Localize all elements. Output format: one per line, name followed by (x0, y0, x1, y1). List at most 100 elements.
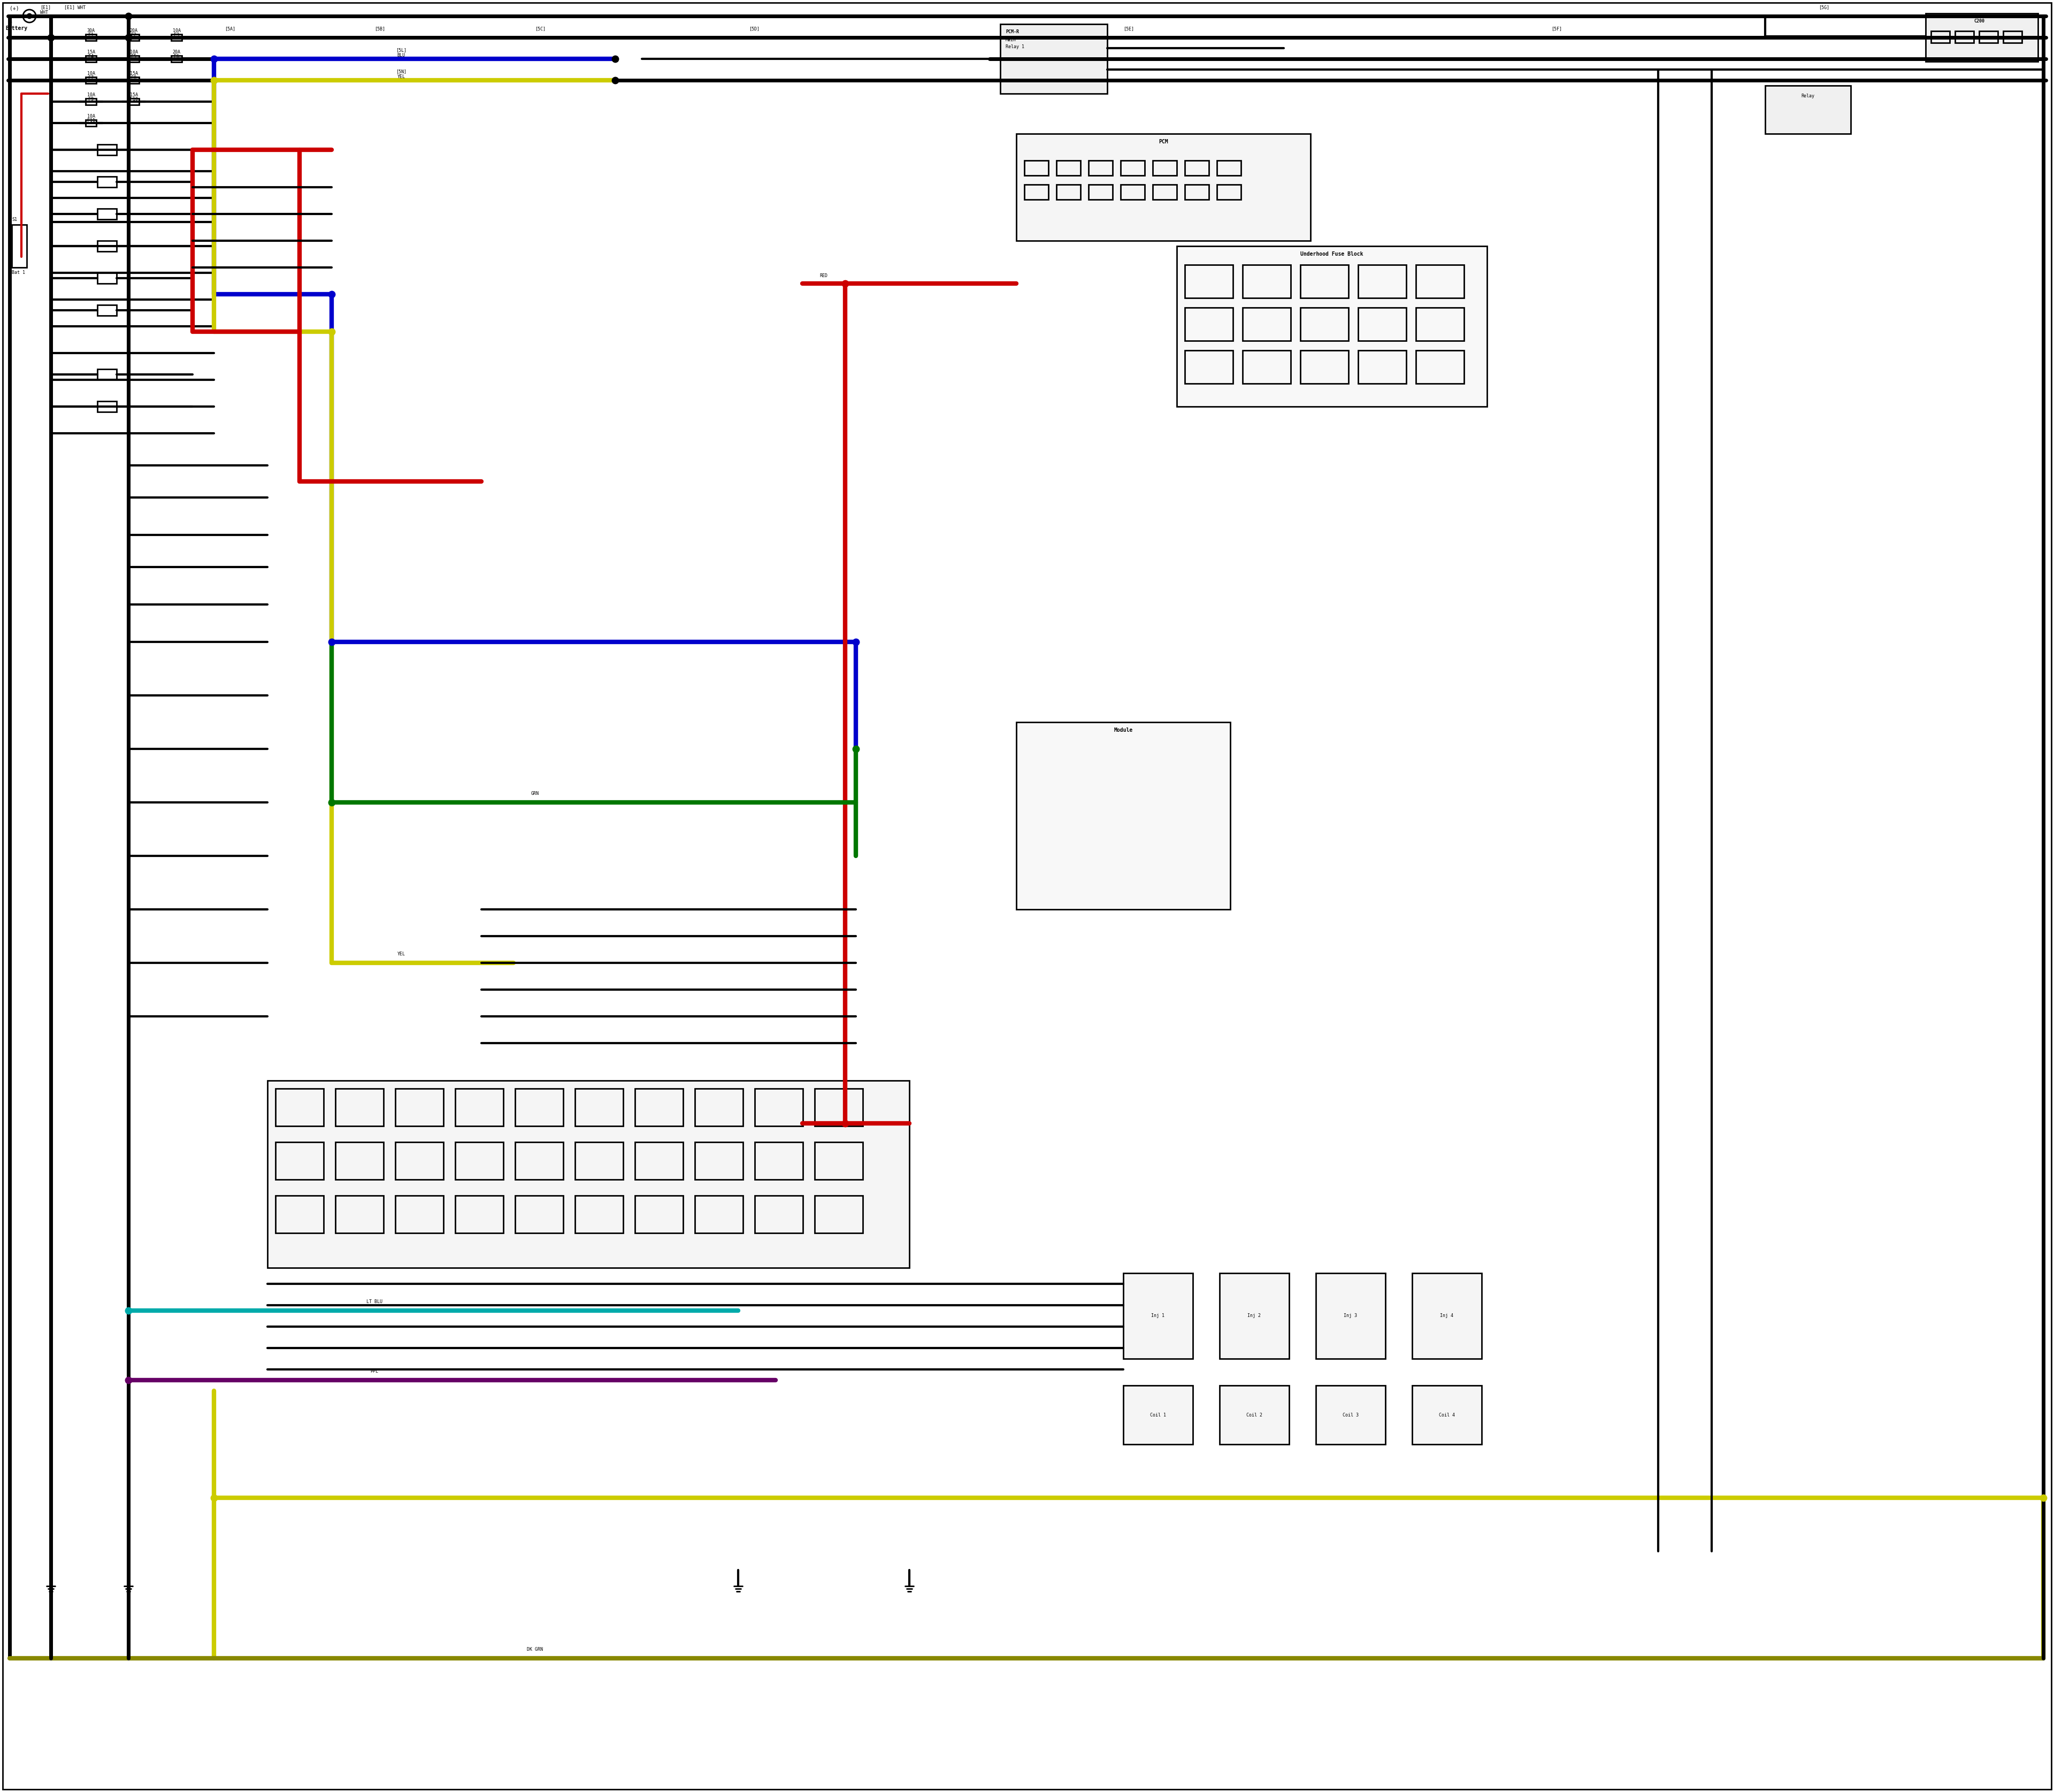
Bar (1152, 161, 1177, 176)
Text: YEL: YEL (396, 952, 405, 957)
Text: 15A: 15A (129, 93, 138, 97)
Bar (635, 1088, 684, 1125)
Text: GRN: GRN (530, 790, 538, 796)
Bar (1300, 265, 1349, 297)
Bar (394, 1195, 444, 1233)
Text: 15A: 15A (86, 50, 94, 54)
Bar (1955, 30, 1974, 43)
Bar (1025, 161, 1048, 176)
Bar (335, 1088, 384, 1125)
Bar (1358, 308, 1407, 340)
Bar (456, 1142, 503, 1179)
Bar (575, 1088, 622, 1125)
Bar (815, 1142, 863, 1179)
Text: F1: F1 (88, 32, 94, 38)
Bar (1317, 1385, 1384, 1444)
Text: Underhood Fuse Block: Underhood Fuse Block (1300, 251, 1364, 256)
Bar (1413, 1385, 1481, 1444)
Bar (694, 1142, 744, 1179)
Text: RED: RED (820, 274, 828, 278)
Text: Inj 2: Inj 2 (1247, 1314, 1261, 1319)
Bar (1000, 23, 1107, 93)
Text: [5B]: [5B] (374, 27, 386, 30)
Text: 20A: 20A (129, 29, 138, 34)
Bar (754, 1088, 803, 1125)
Text: 10A: 10A (86, 72, 94, 75)
Text: Inj 1: Inj 1 (1152, 1314, 1165, 1319)
Text: [5C]: [5C] (534, 27, 546, 30)
Bar (1415, 351, 1465, 383)
Bar (1220, 1385, 1290, 1444)
Bar (275, 1195, 325, 1233)
Bar (1152, 185, 1177, 199)
Bar (1056, 161, 1080, 176)
Bar (1980, 30, 1999, 43)
Text: F4: F4 (88, 54, 94, 59)
Bar (1317, 1272, 1384, 1358)
Text: 30A: 30A (86, 29, 94, 34)
Text: [5E]: [5E] (1124, 27, 1134, 30)
Bar (1300, 351, 1349, 383)
Bar (456, 1088, 503, 1125)
Bar (516, 1142, 563, 1179)
Text: 15A: 15A (129, 72, 138, 75)
Text: WHT: WHT (41, 11, 47, 14)
Text: F11: F11 (86, 118, 94, 124)
Text: Coil 1: Coil 1 (1150, 1412, 1167, 1417)
Bar (1185, 351, 1232, 383)
Bar (97, 208, 117, 219)
Text: Inj 3: Inj 3 (1343, 1314, 1358, 1319)
Bar (1017, 134, 1310, 240)
Text: YEL: YEL (396, 73, 405, 79)
Text: Battery: Battery (6, 25, 27, 30)
Bar (1764, 86, 1851, 134)
Bar (1177, 246, 1487, 407)
Bar (815, 1195, 863, 1233)
Bar (86, 34, 97, 41)
Text: 20A: 20A (173, 50, 181, 54)
Text: Main: Main (1006, 38, 1017, 43)
Bar (170, 34, 183, 41)
Bar (1185, 308, 1232, 340)
Bar (12, 224, 27, 267)
Text: Coil 2: Coil 2 (1247, 1412, 1263, 1417)
Text: 10A: 10A (173, 29, 181, 34)
Bar (86, 77, 97, 84)
Bar (1185, 185, 1210, 199)
Bar (1121, 161, 1144, 176)
Text: 10A: 10A (86, 93, 94, 97)
Bar (516, 1195, 563, 1233)
Bar (275, 1142, 325, 1179)
Bar (97, 177, 117, 186)
Bar (1089, 161, 1113, 176)
Bar (127, 56, 140, 63)
Bar (1089, 185, 1113, 199)
Bar (335, 1142, 384, 1179)
Bar (97, 145, 117, 156)
Bar (394, 1088, 444, 1125)
Bar (267, 1081, 910, 1267)
Bar (1185, 265, 1232, 297)
Bar (1216, 185, 1241, 199)
Bar (127, 99, 140, 106)
Bar (86, 99, 97, 106)
Text: (+): (+) (10, 5, 18, 11)
Text: Relay 1: Relay 1 (1006, 45, 1025, 48)
Text: PCM-R: PCM-R (1006, 29, 1019, 34)
Text: BLU: BLU (396, 54, 405, 57)
Text: Coil 3: Coil 3 (1343, 1412, 1358, 1417)
Bar (1927, 13, 2038, 61)
Text: F10: F10 (129, 97, 138, 102)
Bar (1056, 185, 1080, 199)
Bar (127, 34, 140, 41)
Text: Module: Module (1113, 728, 1132, 733)
Text: [5L]: [5L] (396, 48, 407, 52)
Bar (1017, 722, 1230, 909)
Bar (1931, 30, 1949, 43)
Text: C200: C200 (1974, 18, 1984, 23)
Bar (1415, 308, 1465, 340)
Bar (275, 1088, 325, 1125)
Text: [5N]: [5N] (396, 70, 407, 73)
Bar (1358, 351, 1407, 383)
Text: F6: F6 (175, 54, 179, 59)
